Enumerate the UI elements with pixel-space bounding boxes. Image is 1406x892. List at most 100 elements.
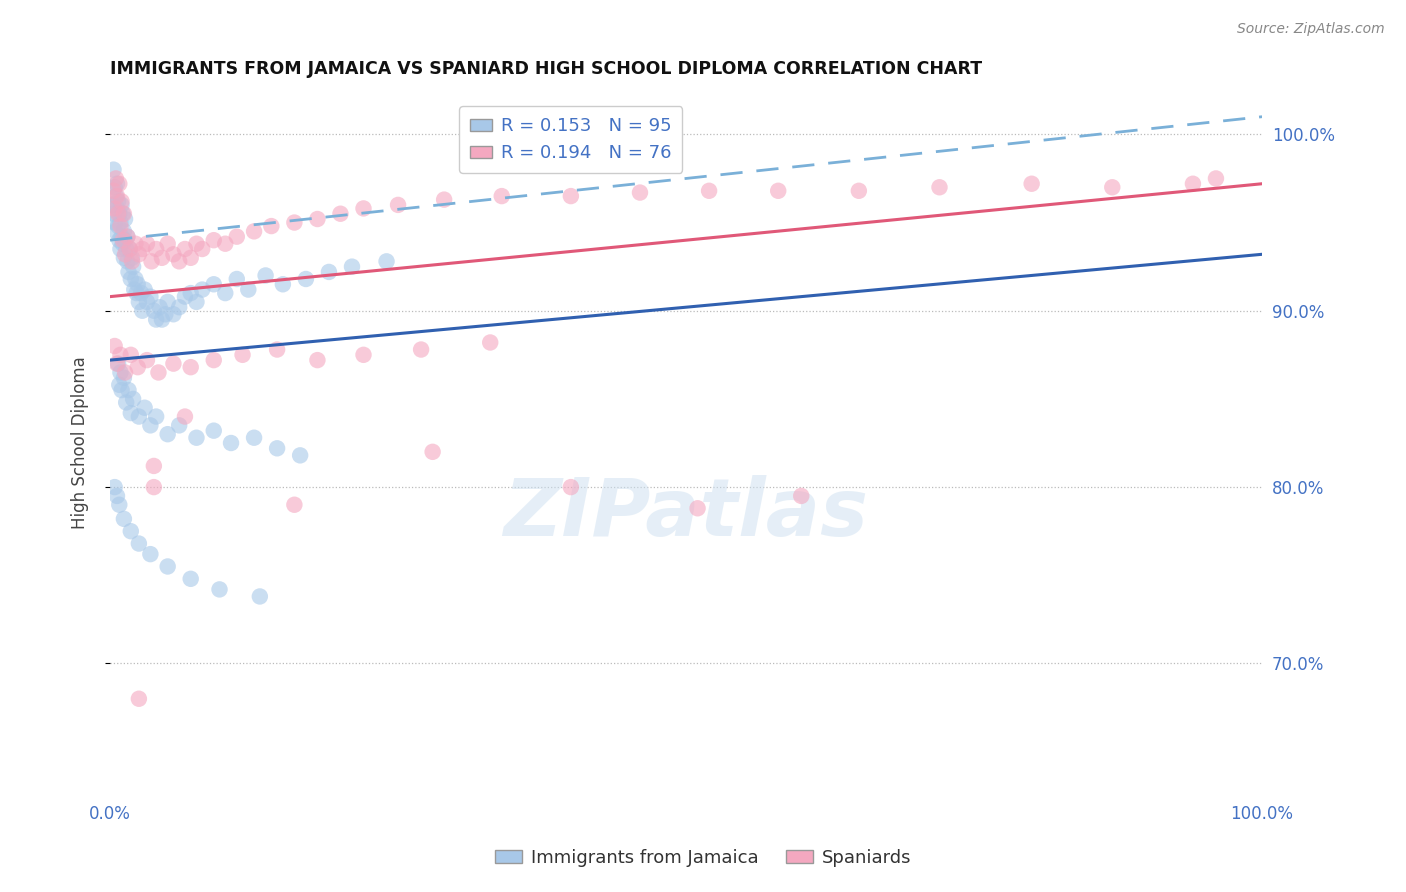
Point xyxy=(120,272,142,286)
Point xyxy=(110,194,132,209)
Point xyxy=(145,242,167,256)
Point xyxy=(118,242,141,256)
Point xyxy=(108,177,131,191)
Point xyxy=(129,286,152,301)
Point xyxy=(141,254,163,268)
Point xyxy=(112,512,135,526)
Point xyxy=(103,184,125,198)
Point xyxy=(191,283,214,297)
Point xyxy=(136,236,159,251)
Point xyxy=(115,242,138,256)
Point xyxy=(128,409,150,424)
Legend: R = 0.153   N = 95, R = 0.194   N = 76: R = 0.153 N = 95, R = 0.194 N = 76 xyxy=(460,106,682,173)
Point xyxy=(266,343,288,357)
Point xyxy=(108,498,131,512)
Point xyxy=(110,215,132,229)
Point xyxy=(214,286,236,301)
Point xyxy=(156,236,179,251)
Point xyxy=(105,189,128,203)
Text: IMMIGRANTS FROM JAMAICA VS SPANIARD HIGH SCHOOL DIPLOMA CORRELATION CHART: IMMIGRANTS FROM JAMAICA VS SPANIARD HIGH… xyxy=(110,60,983,78)
Point xyxy=(142,480,165,494)
Point xyxy=(186,294,208,309)
Point xyxy=(108,207,131,221)
Point xyxy=(150,251,173,265)
Point xyxy=(155,307,177,321)
Point xyxy=(117,265,139,279)
Point xyxy=(122,283,145,297)
Point xyxy=(128,691,150,706)
Point xyxy=(122,392,145,406)
Point xyxy=(479,335,502,350)
Point xyxy=(249,590,271,604)
Point xyxy=(387,198,409,212)
Point xyxy=(180,286,202,301)
Point xyxy=(202,277,225,292)
Point xyxy=(142,458,165,473)
Point xyxy=(149,300,172,314)
Point xyxy=(202,424,225,438)
Point xyxy=(148,366,170,380)
Point xyxy=(156,559,179,574)
Point xyxy=(108,233,131,247)
Point xyxy=(105,489,128,503)
Point xyxy=(114,247,136,261)
Point xyxy=(131,303,153,318)
Point xyxy=(411,343,433,357)
Point xyxy=(105,177,128,191)
Legend: Immigrants from Jamaica, Spaniards: Immigrants from Jamaica, Spaniards xyxy=(488,842,918,874)
Point xyxy=(142,303,165,318)
Point xyxy=(114,366,136,380)
Point xyxy=(104,189,127,203)
Point xyxy=(110,219,132,233)
Point xyxy=(134,401,156,415)
Point xyxy=(1205,171,1227,186)
Point xyxy=(110,366,132,380)
Point xyxy=(162,357,184,371)
Point xyxy=(288,448,311,462)
Point xyxy=(375,254,398,268)
Point xyxy=(186,236,208,251)
Point xyxy=(111,207,134,221)
Point xyxy=(167,254,190,268)
Y-axis label: High School Diploma: High School Diploma xyxy=(72,357,89,529)
Point xyxy=(307,353,329,368)
Point xyxy=(103,162,125,177)
Point xyxy=(139,547,162,561)
Point xyxy=(112,251,135,265)
Point xyxy=(790,489,813,503)
Point xyxy=(110,229,132,244)
Point xyxy=(127,277,149,292)
Point xyxy=(145,409,167,424)
Point xyxy=(628,186,651,200)
Point xyxy=(105,357,128,371)
Point xyxy=(112,224,135,238)
Point xyxy=(307,212,329,227)
Point xyxy=(214,236,236,251)
Point xyxy=(107,219,129,233)
Point xyxy=(120,348,142,362)
Point xyxy=(110,348,132,362)
Point xyxy=(238,283,260,297)
Point xyxy=(232,348,254,362)
Point xyxy=(353,202,375,216)
Point xyxy=(243,224,266,238)
Point xyxy=(110,242,132,256)
Point xyxy=(114,212,136,227)
Point xyxy=(114,233,136,247)
Point xyxy=(124,272,146,286)
Point xyxy=(491,189,513,203)
Point xyxy=(136,353,159,368)
Point xyxy=(167,300,190,314)
Point xyxy=(433,193,456,207)
Point xyxy=(101,198,124,212)
Point xyxy=(107,207,129,221)
Point xyxy=(117,254,139,268)
Point xyxy=(422,445,444,459)
Point xyxy=(104,224,127,238)
Point xyxy=(271,277,294,292)
Point xyxy=(111,236,134,251)
Point xyxy=(112,207,135,221)
Point xyxy=(560,480,582,494)
Point xyxy=(134,283,156,297)
Point xyxy=(283,498,305,512)
